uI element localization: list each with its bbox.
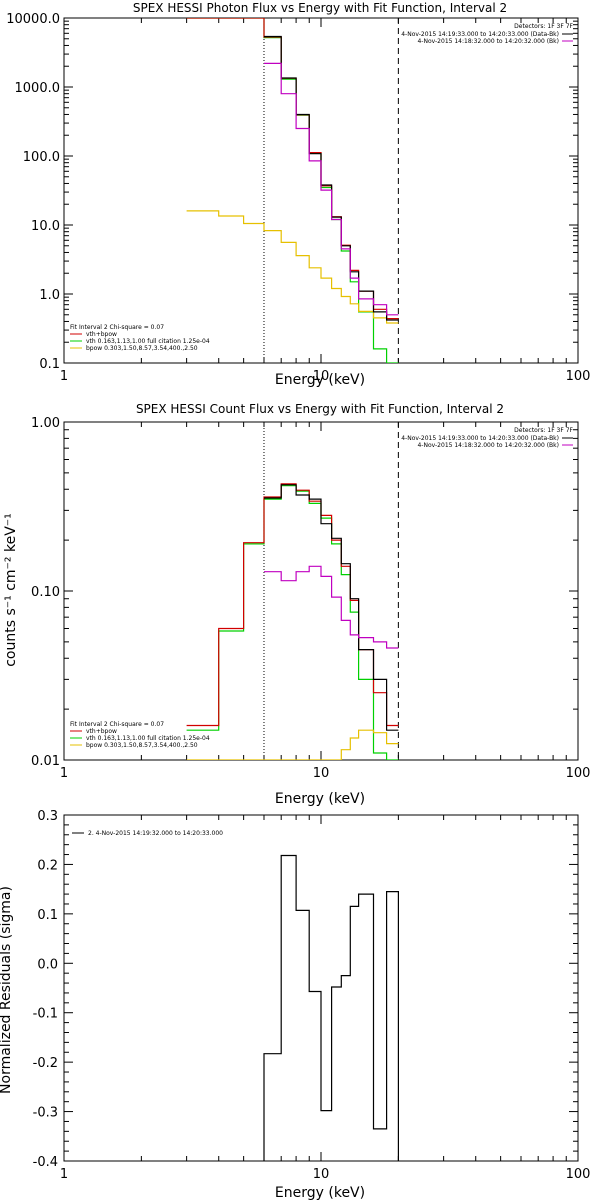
y-tick-label: 0.3 [37,809,58,824]
y-tick-label: 10.0 [31,219,60,234]
y-tick-label: 1.0 [39,288,60,303]
time-interval-label: 4-Nov-2015 14:19:33.000 to 14:20:33.000 … [401,435,559,442]
legend-entry-label: 2. 4-Nov-2015 14:19:32.000 to 14:20:33.0… [88,830,223,837]
plot-area [186,18,399,363]
legend-entry-label: vth+bpow [86,331,117,338]
time-interval-label: 4-Nov-2015 14:18:32.000 to 14:20:32.000 … [417,38,559,45]
series-data-line [264,565,399,649]
y-tick-label: 1.00 [31,416,60,431]
photon-flux-panel: SPEX HESSI Photon Flux vs Energy with Fi… [6,1,590,388]
series-bpow-line [186,210,399,324]
count-flux-panel: SPEX HESSI Count Flux vs Energy with Fit… [3,402,590,807]
plot-area [186,483,399,760]
photon-flux-x-axis-label: Energy (keV) [275,372,365,388]
series-total-line [264,484,399,731]
count-flux-y-axis-label: counts s⁻¹ cm⁻² keV⁻¹ [3,513,19,667]
series-data-line [264,62,399,316]
y-tick-label: 0.2 [37,858,58,873]
y-tick-label: -0.4 [33,1155,58,1170]
x-tick-label: 10 [313,766,330,781]
legend-entry-label: vth 0.163,1.13,1.00 full citation 1.25e-… [86,735,210,742]
y-tick-label: 0.10 [31,585,60,600]
residuals-x-axis-label: Energy (keV) [275,1185,365,1200]
y-tick-label: 0.0 [37,957,58,972]
y-tick-label: -0.3 [33,1106,58,1121]
count-flux-title: SPEX HESSI Count Flux vs Energy with Fit… [136,402,504,416]
x-tick-label: 100 [566,369,591,384]
x-tick-label: 10 [313,369,330,384]
time-interval-label: 4-Nov-2015 14:18:32.000 to 14:20:32.000 … [417,442,559,449]
detectors-label: Detectors: 1F 3F 7F [514,427,573,434]
series-bpow-line [186,729,399,760]
legend-entry-label: vth+bpow [86,728,117,735]
legend-header: Fit Interval 2 Chi-square = 0.07 [70,324,164,331]
legend-entry-label: bpow 0.303,1.50,8.57,3.54,400.,2.50 [86,742,198,749]
residuals-panel: Energy (keV) Normalized Residuals (sigma… [0,809,590,1200]
y-tick-label: 0.01 [31,754,60,769]
y-tick-label: 100.0 [23,150,60,165]
x-tick-label: 1 [60,1167,68,1182]
series-residuals-line [263,854,399,1161]
detectors-label: Detectors: 1F 3F 7F [514,23,573,30]
legend-entry-label: vth 0.163,1.13,1.00 full citation 1.25e-… [86,338,210,345]
y-tick-label: -0.2 [33,1056,58,1071]
legend-header: Fit Interval 2 Chi-square = 0.07 [70,721,164,728]
plot-area [263,854,399,1161]
x-tick-label: 1 [60,766,68,781]
x-tick-label: 1 [60,369,68,384]
y-tick-label: -0.1 [33,1007,58,1022]
x-tick-label: 10 [313,1167,330,1182]
count-flux-x-axis-label: Energy (keV) [275,791,365,807]
y-tick-label: 0.1 [37,908,58,923]
photon-flux-title: SPEX HESSI Photon Flux vs Energy with Fi… [133,1,507,15]
legend-entry-label: bpow 0.303,1.50,8.57,3.54,400.,2.50 [86,345,198,352]
y-tick-label: 0.1 [39,357,60,372]
residuals-y-axis-label: Normalized Residuals (sigma) [0,886,14,1094]
time-interval-label: 4-Nov-2015 14:19:33.000 to 14:20:33.000 … [401,31,559,38]
y-tick-label: 1000.0 [15,81,61,96]
x-tick-label: 100 [566,766,591,781]
y-tick-label: 10000.0 [6,12,60,27]
x-tick-label: 100 [566,1167,591,1182]
